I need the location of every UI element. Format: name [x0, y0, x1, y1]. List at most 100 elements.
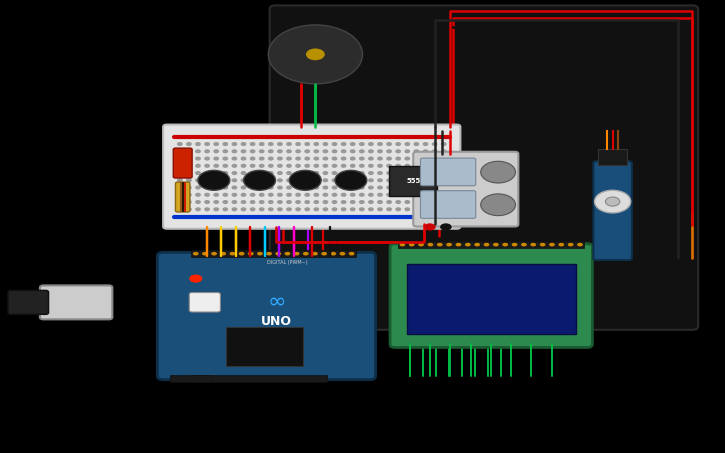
Circle shape — [378, 193, 382, 196]
Circle shape — [196, 179, 200, 182]
Circle shape — [474, 243, 480, 246]
Circle shape — [178, 150, 182, 153]
Circle shape — [178, 186, 182, 189]
Circle shape — [335, 170, 367, 190]
Circle shape — [296, 208, 300, 211]
Circle shape — [414, 208, 418, 211]
Circle shape — [260, 201, 264, 203]
Circle shape — [260, 164, 264, 167]
FancyBboxPatch shape — [598, 149, 627, 165]
Circle shape — [178, 208, 182, 211]
Circle shape — [396, 193, 400, 196]
Circle shape — [432, 179, 436, 182]
Circle shape — [493, 243, 499, 246]
Circle shape — [205, 150, 210, 153]
Circle shape — [214, 150, 218, 153]
Circle shape — [332, 172, 336, 174]
Circle shape — [187, 179, 191, 182]
Circle shape — [278, 193, 282, 196]
Circle shape — [269, 193, 273, 196]
Circle shape — [432, 164, 436, 167]
Circle shape — [287, 208, 291, 211]
Circle shape — [424, 223, 436, 231]
Circle shape — [269, 186, 273, 189]
FancyBboxPatch shape — [175, 182, 190, 212]
Circle shape — [332, 164, 336, 167]
Circle shape — [378, 172, 382, 174]
Circle shape — [341, 208, 346, 211]
Circle shape — [187, 201, 191, 203]
Circle shape — [260, 193, 264, 196]
Circle shape — [314, 150, 318, 153]
Circle shape — [278, 201, 282, 203]
Circle shape — [305, 193, 310, 196]
Circle shape — [378, 143, 382, 145]
Circle shape — [350, 150, 355, 153]
Circle shape — [323, 179, 328, 182]
Circle shape — [187, 193, 191, 196]
Circle shape — [294, 252, 299, 255]
Circle shape — [287, 172, 291, 174]
FancyBboxPatch shape — [163, 125, 460, 229]
FancyBboxPatch shape — [593, 161, 632, 260]
Circle shape — [341, 179, 346, 182]
Circle shape — [360, 164, 364, 167]
Circle shape — [369, 150, 373, 153]
Circle shape — [350, 143, 355, 145]
FancyBboxPatch shape — [389, 166, 437, 196]
Circle shape — [312, 252, 318, 255]
Circle shape — [250, 143, 254, 145]
Circle shape — [369, 193, 373, 196]
Circle shape — [187, 164, 191, 167]
Circle shape — [405, 164, 410, 167]
Circle shape — [314, 172, 318, 174]
Circle shape — [296, 172, 300, 174]
Circle shape — [332, 186, 336, 189]
Circle shape — [223, 143, 228, 145]
FancyBboxPatch shape — [270, 5, 698, 330]
Circle shape — [446, 243, 452, 246]
Circle shape — [232, 208, 236, 211]
Circle shape — [369, 186, 373, 189]
Circle shape — [269, 179, 273, 182]
Circle shape — [577, 243, 583, 246]
Circle shape — [193, 252, 199, 255]
Circle shape — [350, 186, 355, 189]
Circle shape — [187, 208, 191, 211]
Circle shape — [196, 186, 200, 189]
Circle shape — [396, 172, 400, 174]
Circle shape — [305, 186, 310, 189]
Circle shape — [230, 252, 236, 255]
Circle shape — [387, 164, 392, 167]
Circle shape — [423, 150, 428, 153]
Circle shape — [360, 157, 364, 160]
Circle shape — [405, 201, 410, 203]
Circle shape — [387, 143, 392, 145]
Circle shape — [269, 157, 273, 160]
Circle shape — [442, 208, 446, 211]
Circle shape — [305, 164, 310, 167]
FancyBboxPatch shape — [226, 327, 303, 366]
Circle shape — [341, 172, 346, 174]
Circle shape — [314, 143, 318, 145]
Circle shape — [278, 143, 282, 145]
Circle shape — [250, 208, 254, 211]
Circle shape — [303, 252, 309, 255]
Circle shape — [260, 179, 264, 182]
Circle shape — [223, 172, 228, 174]
FancyBboxPatch shape — [420, 191, 476, 218]
Text: 555: 555 — [406, 178, 420, 184]
Circle shape — [241, 201, 246, 203]
Circle shape — [423, 193, 428, 196]
Circle shape — [305, 208, 310, 211]
Circle shape — [323, 201, 328, 203]
Circle shape — [314, 193, 318, 196]
Circle shape — [387, 208, 392, 211]
Text: DIGITAL (PWM~): DIGITAL (PWM~) — [267, 260, 307, 265]
Circle shape — [423, 179, 428, 182]
FancyBboxPatch shape — [398, 241, 584, 248]
Circle shape — [178, 172, 182, 174]
Circle shape — [369, 157, 373, 160]
Circle shape — [241, 179, 246, 182]
Circle shape — [257, 252, 263, 255]
